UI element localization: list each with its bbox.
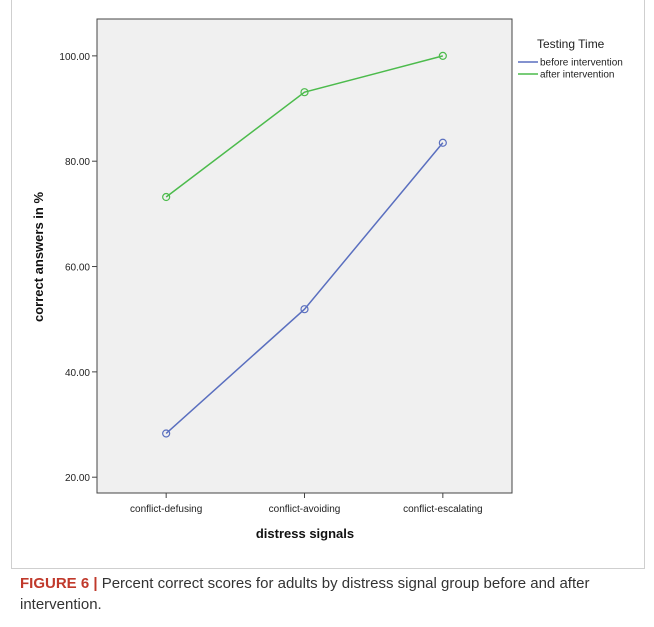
y-tick-label: 60.00 <box>65 263 90 274</box>
y-tick-label: 20.00 <box>65 473 90 484</box>
y-tick-label: 100.00 <box>59 52 90 63</box>
y-tick-label: 40.00 <box>65 368 90 379</box>
legend-title: Testing Time <box>537 37 605 51</box>
series-line <box>165 142 444 435</box>
x-tick-label: conflict-avoiding <box>269 504 341 515</box>
x-tick-label: conflict-defusing <box>130 504 202 515</box>
series-layer <box>162 51 447 438</box>
caption-label: FIGURE 6 | <box>20 575 98 592</box>
caption-text: Percent correct scores for adults by dis… <box>20 575 590 613</box>
x-axis-title: distress signals <box>256 526 354 541</box>
x-tick-label: conflict-escalating <box>403 504 482 515</box>
data-point <box>438 138 447 147</box>
y-axis: 20.00 40.00 60.00 80.00 100.00 <box>59 52 97 484</box>
data-point <box>300 88 309 97</box>
line-chart: 20.00 40.00 60.00 80.00 100.00 conflict-defu… <box>31 18 623 541</box>
data-point <box>162 429 171 438</box>
figure-caption: FIGURE 6 | Percent correct scores for ad… <box>20 573 640 615</box>
data-point <box>162 192 171 202</box>
plot-area <box>96 18 513 494</box>
y-axis-title: correct answers in % <box>31 192 46 322</box>
series-line <box>165 55 444 198</box>
data-point <box>300 305 309 314</box>
x-axis: conflict-defusing conflict-avoiding confli… <box>130 493 483 515</box>
legend-label: before intervention <box>540 58 623 69</box>
data-point <box>438 51 447 60</box>
legend-label: after intervention <box>540 70 615 81</box>
y-tick-label: 80.00 <box>65 157 90 168</box>
